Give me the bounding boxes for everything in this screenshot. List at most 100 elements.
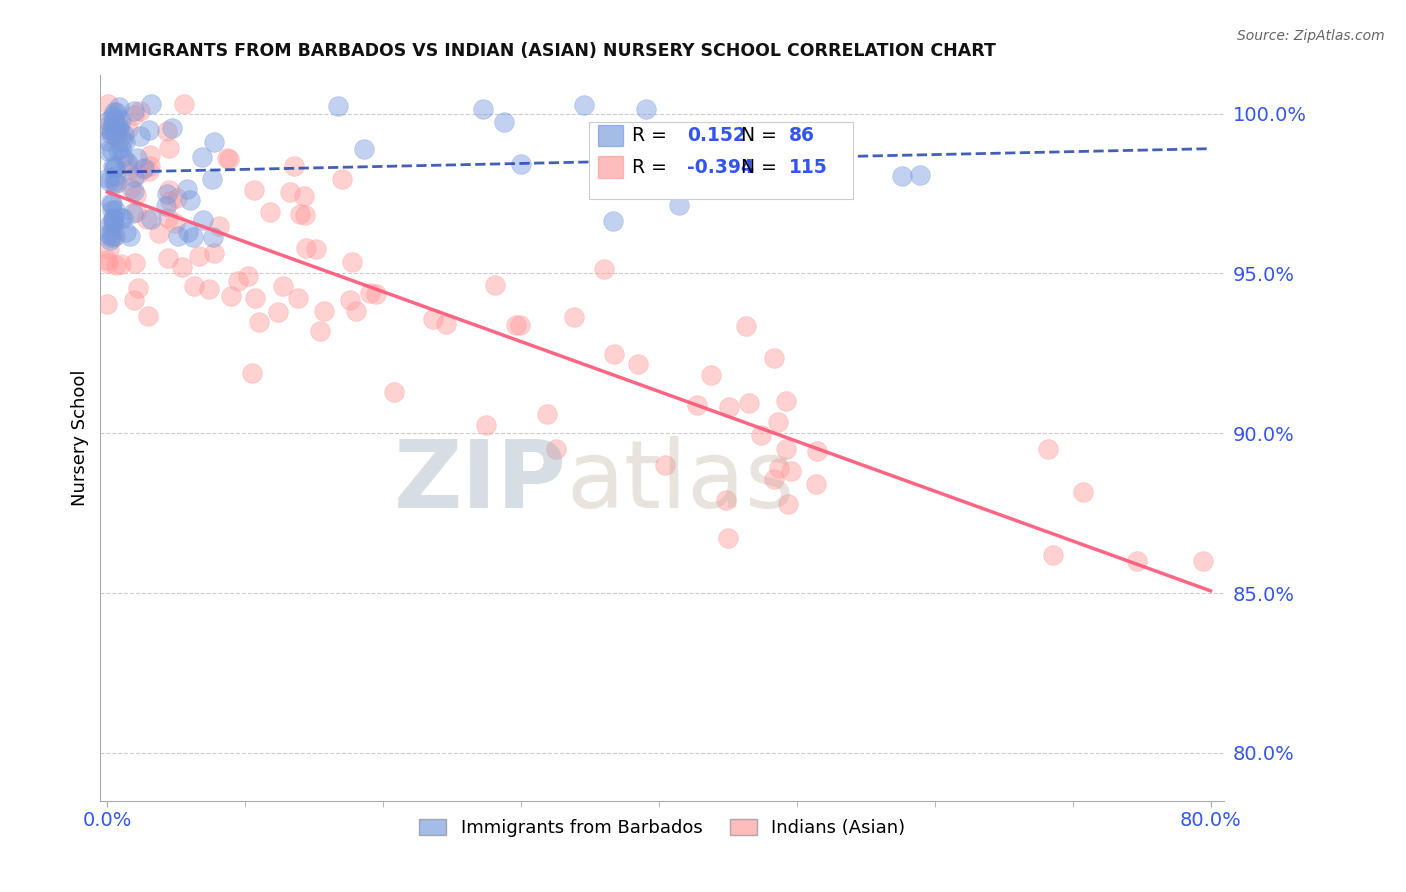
Point — [181, 230, 204, 244]
Point — [139, 97, 162, 112]
Point — [309, 324, 332, 338]
Point — [115, 157, 138, 171]
Point — [215, 152, 238, 166]
Text: R =: R = — [631, 126, 666, 145]
Point — [139, 212, 162, 227]
Point — [804, 476, 827, 491]
Point — [97, 243, 120, 257]
Point — [572, 98, 595, 112]
Point — [96, 134, 118, 148]
Point — [700, 368, 723, 382]
Bar — [599, 125, 623, 146]
Point — [108, 124, 131, 138]
Point — [122, 206, 145, 220]
Point — [505, 318, 527, 332]
Point — [100, 127, 122, 141]
Point — [201, 172, 224, 186]
Point — [139, 148, 162, 162]
Point — [668, 198, 690, 212]
Point — [122, 185, 145, 199]
Point — [294, 209, 316, 223]
Point — [107, 143, 129, 157]
Point — [124, 204, 146, 219]
Point — [124, 256, 146, 270]
Point — [775, 442, 797, 457]
Point — [103, 104, 125, 119]
Point — [226, 274, 249, 288]
Point — [148, 226, 170, 240]
Point — [115, 225, 138, 239]
Point — [97, 144, 120, 158]
Point — [236, 268, 259, 283]
FancyBboxPatch shape — [589, 122, 853, 199]
Point — [716, 493, 738, 508]
Point — [330, 172, 353, 186]
Point — [344, 304, 367, 318]
Point — [359, 286, 381, 301]
Text: atlas: atlas — [567, 435, 794, 527]
Point — [101, 109, 124, 123]
Point — [763, 351, 786, 366]
Point — [778, 497, 800, 511]
Point — [111, 150, 134, 164]
Y-axis label: Nursery School: Nursery School — [72, 370, 89, 507]
Point — [471, 103, 494, 117]
Text: -0.394: -0.394 — [688, 158, 754, 177]
Point — [122, 108, 145, 122]
Point — [294, 241, 316, 255]
Point — [104, 160, 127, 174]
Point — [484, 278, 506, 293]
Text: 115: 115 — [789, 158, 828, 177]
Point — [292, 188, 315, 202]
Point — [602, 213, 624, 227]
Point — [125, 151, 148, 165]
Point — [890, 169, 912, 184]
Text: 86: 86 — [789, 126, 815, 145]
Point — [762, 472, 785, 486]
Point — [191, 150, 214, 164]
Point — [112, 211, 135, 225]
Point — [287, 291, 309, 305]
Point — [104, 202, 127, 217]
Point — [283, 159, 305, 173]
Text: 0.152: 0.152 — [688, 126, 747, 145]
Point — [738, 396, 761, 410]
Point — [183, 278, 205, 293]
Point — [98, 174, 121, 188]
Point — [100, 196, 122, 211]
Point — [1192, 554, 1215, 568]
Point — [122, 104, 145, 119]
Point — [305, 242, 328, 256]
Point — [364, 287, 387, 301]
Point — [259, 204, 281, 219]
Point — [202, 135, 225, 149]
Point — [768, 461, 790, 475]
Point — [97, 114, 120, 128]
Point — [806, 444, 828, 458]
Point — [122, 169, 145, 184]
Point — [562, 310, 585, 324]
Legend: Immigrants from Barbados, Indians (Asian): Immigrants from Barbados, Indians (Asian… — [412, 812, 912, 844]
Text: N =: N = — [741, 158, 778, 177]
Point — [110, 257, 132, 271]
Point — [127, 281, 149, 295]
Point — [159, 194, 181, 209]
Point — [104, 105, 127, 120]
Point — [208, 219, 231, 233]
Point — [98, 217, 121, 231]
Point — [245, 291, 267, 305]
Point — [108, 100, 131, 114]
Point — [97, 97, 120, 112]
Point — [240, 366, 263, 380]
Point — [101, 230, 124, 244]
Point — [1071, 485, 1094, 500]
Point — [101, 144, 124, 158]
Point — [105, 177, 128, 191]
Point — [97, 227, 120, 241]
Bar — [599, 156, 623, 178]
Point — [136, 211, 159, 226]
Point — [101, 203, 124, 218]
Point — [191, 212, 214, 227]
Point — [110, 141, 132, 155]
Point — [110, 113, 132, 128]
